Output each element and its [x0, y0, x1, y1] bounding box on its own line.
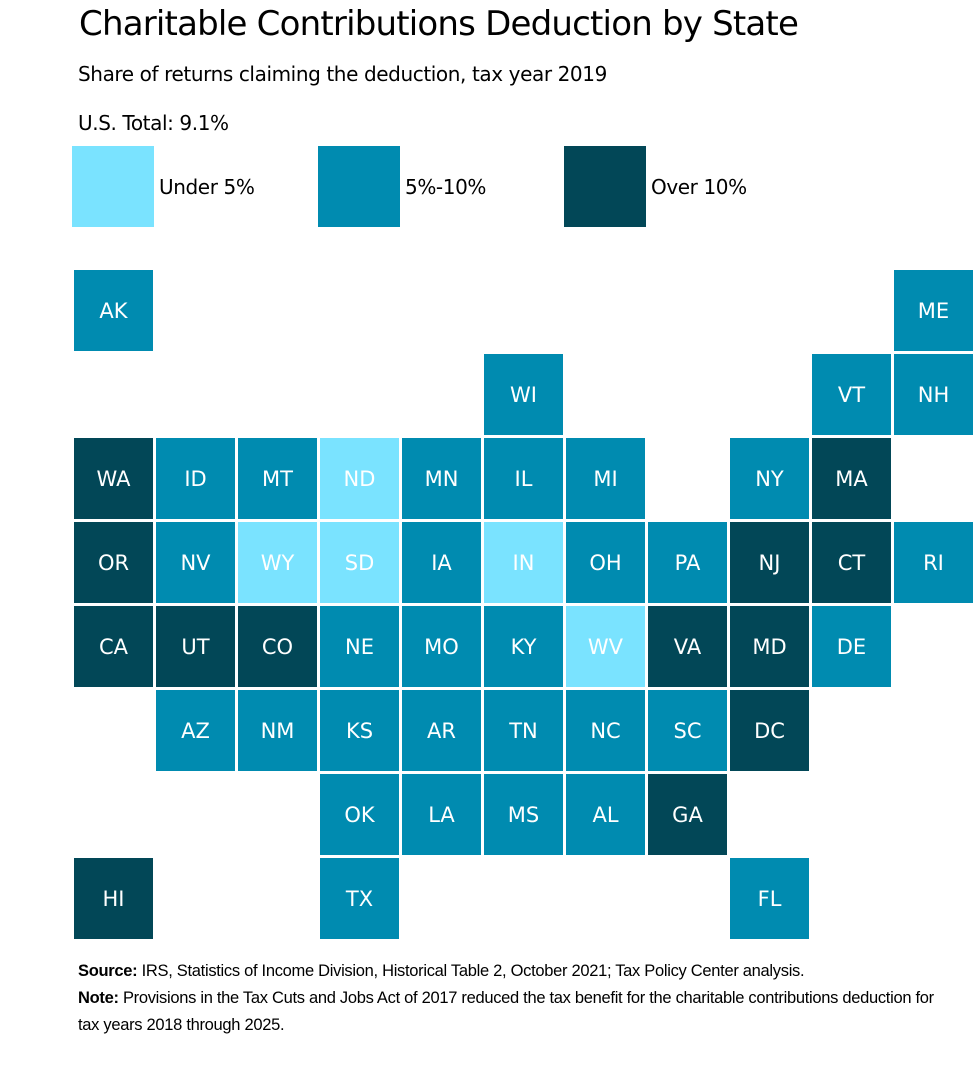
state-tile-de: DE — [812, 606, 891, 687]
state-tile-in: IN — [484, 522, 563, 603]
state-tile-az: AZ — [156, 690, 235, 771]
state-tile-wv: WV — [566, 606, 645, 687]
state-tile-ny: NY — [730, 438, 809, 519]
legend-item-5to10: 5%-10% — [318, 146, 486, 227]
state-tile-ca: CA — [74, 606, 153, 687]
state-tile-ma: MA — [812, 438, 891, 519]
state-tile-tn: TN — [484, 690, 563, 771]
state-tile-ar: AR — [402, 690, 481, 771]
legend-label-over10: Over 10% — [651, 174, 747, 199]
state-tile-oh: OH — [566, 522, 645, 603]
state-tile-nj: NJ — [730, 522, 809, 603]
state-tile-nh: NH — [894, 354, 973, 435]
state-tile-dc: DC — [730, 690, 809, 771]
state-tile-wy: WY — [238, 522, 317, 603]
state-tile-ks: KS — [320, 690, 399, 771]
state-tile-sc: SC — [648, 690, 727, 771]
state-tile-me: ME — [894, 270, 973, 351]
state-tile-or: OR — [74, 522, 153, 603]
legend-item-under5: Under 5% — [72, 146, 255, 227]
state-tile-va: VA — [648, 606, 727, 687]
state-tile-nv: NV — [156, 522, 235, 603]
source-label: Source: — [78, 962, 138, 980]
state-tile-ia: IA — [402, 522, 481, 603]
state-tile-ms: MS — [484, 774, 563, 855]
state-tile-nm: NM — [238, 690, 317, 771]
state-tile-wi: WI — [484, 354, 563, 435]
state-tile-tx: TX — [320, 858, 399, 939]
state-tile-ak: AK — [74, 270, 153, 351]
source-text: IRS, Statistics of Income Division, Hist… — [137, 962, 805, 980]
chart-title: Charitable Contributions Deduction by St… — [79, 4, 799, 44]
source-note: Source: IRS, Statistics of Income Divisi… — [78, 958, 958, 985]
state-tile-vt: VT — [812, 354, 891, 435]
state-tile-ri: RI — [894, 522, 973, 603]
state-tile-mi: MI — [566, 438, 645, 519]
state-tile-ky: KY — [484, 606, 563, 687]
legend-item-over10: Over 10% — [564, 146, 747, 227]
state-tile-ok: OK — [320, 774, 399, 855]
legend-label-5to10: 5%-10% — [405, 174, 486, 199]
state-tile-md: MD — [730, 606, 809, 687]
state-tile-il: IL — [484, 438, 563, 519]
chart-notes: Source: IRS, Statistics of Income Divisi… — [78, 958, 958, 1039]
state-tile-la: LA — [402, 774, 481, 855]
state-tile-mt: MT — [238, 438, 317, 519]
note-text: Provisions in the Tax Cuts and Jobs Act … — [78, 989, 934, 1034]
note-label: Note: — [78, 989, 119, 1007]
state-tile-nc: NC — [566, 690, 645, 771]
state-tile-ct: CT — [812, 522, 891, 603]
state-tile-mo: MO — [402, 606, 481, 687]
legend-label-under5: Under 5% — [159, 174, 255, 199]
state-tile-fl: FL — [730, 858, 809, 939]
legend-swatch-5to10 — [318, 146, 400, 227]
us-total: U.S. Total: 9.1% — [78, 111, 229, 135]
chart-subtitle: Share of returns claiming the deduction,… — [78, 62, 607, 86]
state-tile-hi: HI — [74, 858, 153, 939]
state-tile-sd: SD — [320, 522, 399, 603]
state-tile-map: AK ME WI VT NH WA ID MT ND MN IL MI NY MA OR NV WY SD IA IN… — [74, 270, 973, 939]
state-tile-ut: UT — [156, 606, 235, 687]
legend-swatch-under5 — [72, 146, 154, 227]
state-tile-mn: MN — [402, 438, 481, 519]
state-tile-al: AL — [566, 774, 645, 855]
state-tile-wa: WA — [74, 438, 153, 519]
state-tile-co: CO — [238, 606, 317, 687]
state-tile-nd: ND — [320, 438, 399, 519]
state-tile-id: ID — [156, 438, 235, 519]
note: Note: Provisions in the Tax Cuts and Job… — [78, 985, 958, 1039]
state-tile-ga: GA — [648, 774, 727, 855]
legend-swatch-over10 — [564, 146, 646, 227]
state-tile-ne: NE — [320, 606, 399, 687]
state-tile-pa: PA — [648, 522, 727, 603]
